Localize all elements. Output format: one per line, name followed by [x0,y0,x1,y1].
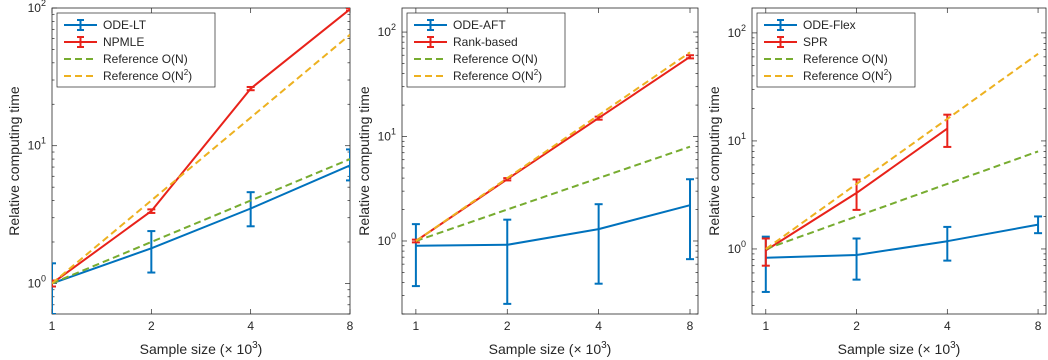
x-tick-label: 8 [1035,319,1042,333]
plot-area [411,51,695,305]
legend-label: ODE-AFT [453,18,506,32]
x-tick-label: 1 [762,319,769,333]
legend: ODE-AFT Rank-based Reference O(N) Reference… [406,12,566,88]
series-line-3 [415,145,691,242]
x-tick-label: 2 [853,319,860,333]
series-line-1 [52,164,350,285]
series-line-4 [415,51,691,242]
series-line-2 [52,8,350,285]
x-axis-label: Sample size (× 103) [489,340,612,357]
y-tick-label: 100 [728,239,746,256]
legend-label: Reference O(N) [453,52,538,66]
series-line-3 [52,158,350,285]
legend-label: ODE-LT [103,18,147,32]
x-tick-label: 1 [49,319,56,333]
x-axis-label: Sample size (× 103) [838,340,961,357]
series-line-1 [415,204,691,247]
series-line-3 [765,150,1039,250]
y-axis-label: Relative computing time [706,86,722,236]
y-axis-label: Relative computing time [6,86,22,236]
x-tick-label: 1 [413,319,420,333]
x-tick-label: 2 [148,319,155,333]
legend-label: Reference O(N2) [103,68,192,83]
plot-area [52,8,350,314]
series-line-1 [765,223,1039,259]
legend-label: Reference O(N) [103,52,188,66]
legend: ODE-LT NPMLE Reference O(N) Reference O(N2) [56,12,216,88]
series-line-4 [765,52,1039,250]
y-tick-label: 101 [28,136,46,153]
chart-panel-2: 100 101 102 1 2 4 8 Sample size (× 103) Relative… [356,7,699,357]
y-tick-label: 102 [28,0,46,15]
legend-label: ODE-Flex [803,18,856,32]
y-axis-label: Relative computing time [356,86,372,236]
x-axis-label: Sample size (× 103) [140,340,263,357]
x-tick-label: 4 [944,319,951,333]
y-tick-label: 101 [728,131,746,148]
legend-label: Reference O(N2) [803,68,892,83]
chart-panel-3: 100 101 102 1 2 4 8 Sample size (× 103) Relative… [706,7,1047,357]
plot-area [761,52,1043,293]
x-tick-label: 4 [595,319,602,333]
legend-label: Rank-based [453,35,518,49]
y-tick-label: 102 [728,23,746,40]
legend-label: NPMLE [103,35,144,49]
y-tick-label: 100 [28,273,46,290]
x-tick-label: 2 [504,319,511,333]
legend-label: Reference O(N2) [453,68,542,83]
y-tick-label: 101 [378,127,396,144]
x-tick-label: 4 [247,319,254,333]
legend-label: SPR [803,35,828,49]
legend-label: Reference O(N) [803,52,888,66]
y-tick-label: 102 [378,22,396,39]
chart-panel-1: 100 101 102 1 2 4 8 Sample size (× 103) Relative… [6,0,354,357]
x-tick-label: 8 [687,319,694,333]
y-tick-label: 100 [378,231,396,248]
x-tick-label: 8 [347,319,354,333]
legend: ODE-Flex SPR Reference O(N) Reference O(N2) [756,12,916,88]
series-line-4 [52,33,350,285]
